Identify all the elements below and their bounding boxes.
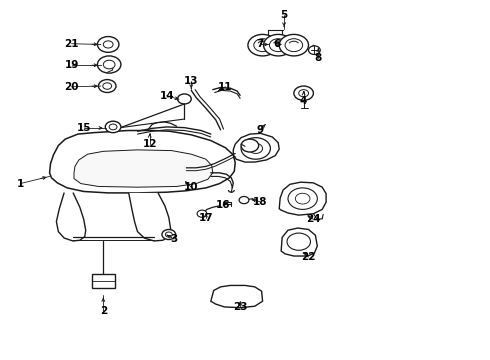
Polygon shape <box>92 274 115 288</box>
Text: 20: 20 <box>64 82 79 92</box>
Circle shape <box>162 229 175 239</box>
Circle shape <box>109 124 117 130</box>
Circle shape <box>98 37 119 52</box>
Polygon shape <box>56 193 86 241</box>
Text: 4: 4 <box>300 96 307 106</box>
Text: 5: 5 <box>280 10 288 20</box>
Circle shape <box>279 35 309 56</box>
Text: 18: 18 <box>252 197 267 207</box>
Circle shape <box>287 233 311 250</box>
Text: 3: 3 <box>171 234 178 244</box>
Circle shape <box>165 232 172 237</box>
Polygon shape <box>233 134 279 162</box>
Text: 22: 22 <box>301 252 316 262</box>
Text: 6: 6 <box>273 40 280 49</box>
Circle shape <box>254 39 271 51</box>
Circle shape <box>177 94 191 104</box>
Text: 15: 15 <box>76 123 91 133</box>
Polygon shape <box>129 193 171 241</box>
Circle shape <box>264 35 293 56</box>
Circle shape <box>249 143 263 153</box>
Circle shape <box>241 138 270 159</box>
Text: 16: 16 <box>216 200 230 210</box>
Circle shape <box>241 139 259 152</box>
Text: 13: 13 <box>184 76 198 86</box>
Text: 10: 10 <box>184 182 198 192</box>
Circle shape <box>294 86 314 100</box>
Polygon shape <box>49 131 235 193</box>
Circle shape <box>98 56 121 73</box>
Circle shape <box>103 60 115 69</box>
Polygon shape <box>211 285 263 308</box>
Text: 21: 21 <box>64 39 79 49</box>
Text: 2: 2 <box>99 306 107 316</box>
Circle shape <box>105 121 121 133</box>
Text: 8: 8 <box>315 53 322 63</box>
Circle shape <box>103 41 113 48</box>
Circle shape <box>98 80 116 93</box>
Text: 23: 23 <box>233 302 247 312</box>
Text: 24: 24 <box>306 215 321 224</box>
Circle shape <box>295 193 310 204</box>
Polygon shape <box>281 228 318 256</box>
Circle shape <box>288 188 318 210</box>
Polygon shape <box>74 150 213 187</box>
Text: 7: 7 <box>256 40 263 49</box>
Circle shape <box>239 197 249 204</box>
Circle shape <box>270 39 287 51</box>
Circle shape <box>309 46 320 54</box>
Text: 19: 19 <box>64 60 79 70</box>
Circle shape <box>197 210 207 217</box>
Text: 11: 11 <box>218 82 233 92</box>
Circle shape <box>299 90 309 97</box>
Text: 17: 17 <box>198 213 213 222</box>
Circle shape <box>285 39 303 51</box>
Text: 12: 12 <box>143 139 157 149</box>
Polygon shape <box>279 182 326 215</box>
Text: 14: 14 <box>160 91 174 101</box>
Text: 1: 1 <box>17 179 24 189</box>
Circle shape <box>103 83 112 89</box>
Circle shape <box>248 35 277 56</box>
Text: 9: 9 <box>256 125 263 135</box>
